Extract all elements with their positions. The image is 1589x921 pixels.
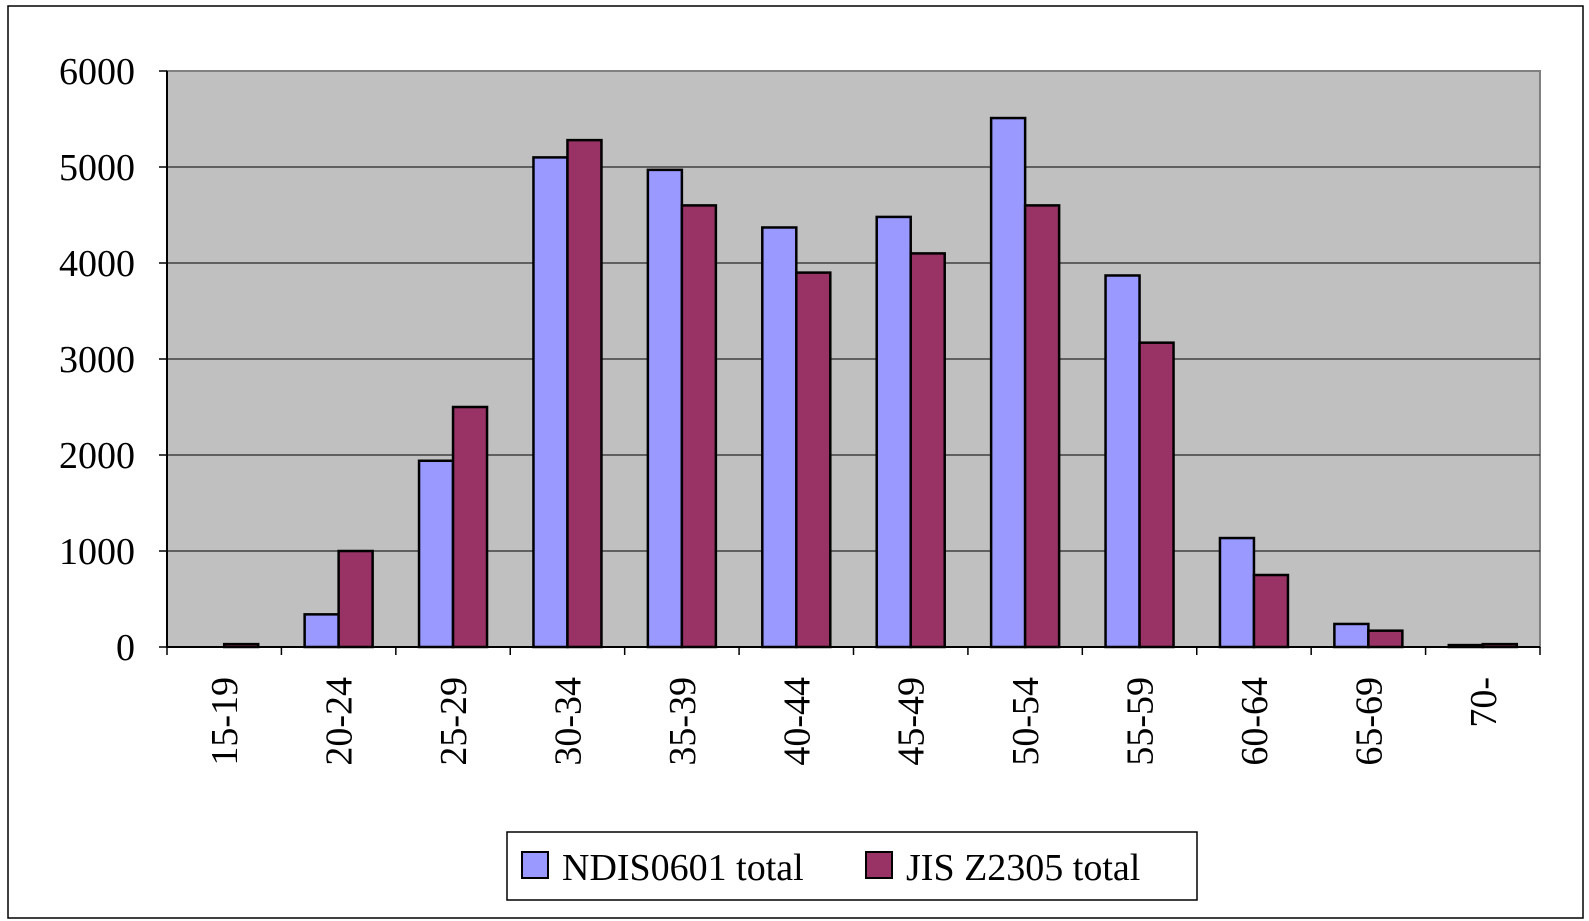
y-tick-label: 5000: [59, 147, 135, 189]
bar: [303, 613, 340, 649]
bar: [417, 459, 455, 649]
bar: [532, 156, 569, 649]
bar: [1023, 204, 1061, 649]
x-tick-label: 35-39: [662, 677, 704, 766]
y-tick-label: 4000: [59, 243, 135, 285]
bar: [1481, 642, 1519, 649]
x-tick-label: 15-19: [204, 677, 246, 766]
x-tick-label: 60-64: [1234, 677, 1276, 766]
legend-swatch: [865, 851, 893, 879]
bar: [909, 252, 946, 649]
bar: [1252, 573, 1290, 649]
legend-label: JIS Z2305 total: [906, 847, 1140, 889]
y-tick-label: 1000: [59, 531, 135, 573]
x-tick-label: 70-: [1463, 677, 1505, 728]
bar: [761, 226, 798, 649]
x-tick-label: 20-24: [319, 677, 361, 766]
bar: [1447, 643, 1485, 649]
bar: [1104, 274, 1141, 649]
y-tick-label: 2000: [59, 435, 135, 477]
x-tick-label: 25-29: [433, 677, 475, 766]
bar: [680, 204, 718, 649]
y-tick-label: 0: [116, 627, 135, 669]
y-tick-label: 6000: [59, 51, 135, 93]
bar: [1218, 536, 1256, 649]
legend: [506, 831, 1198, 901]
bar: [222, 642, 260, 649]
bar: [566, 138, 603, 649]
bar: [451, 405, 489, 649]
bar: [1333, 622, 1370, 649]
x-tick-label: 30-34: [547, 677, 589, 766]
bar: [646, 168, 684, 649]
bar: [875, 215, 912, 649]
bar: [795, 271, 832, 649]
legend-swatch: [521, 851, 549, 879]
y-tick-label: 3000: [59, 339, 135, 381]
bar: [1367, 629, 1404, 649]
x-tick-label: 55-59: [1120, 677, 1162, 766]
x-tick-label: 50-54: [1005, 677, 1047, 766]
bar: [989, 116, 1027, 649]
x-tick-label: 65-69: [1348, 677, 1390, 766]
bar: [337, 549, 374, 649]
x-tick-label: 45-49: [891, 677, 933, 766]
legend-label: NDIS0601 total: [562, 847, 804, 889]
bar: [1138, 341, 1175, 649]
x-tick-label: 40-44: [776, 677, 818, 766]
